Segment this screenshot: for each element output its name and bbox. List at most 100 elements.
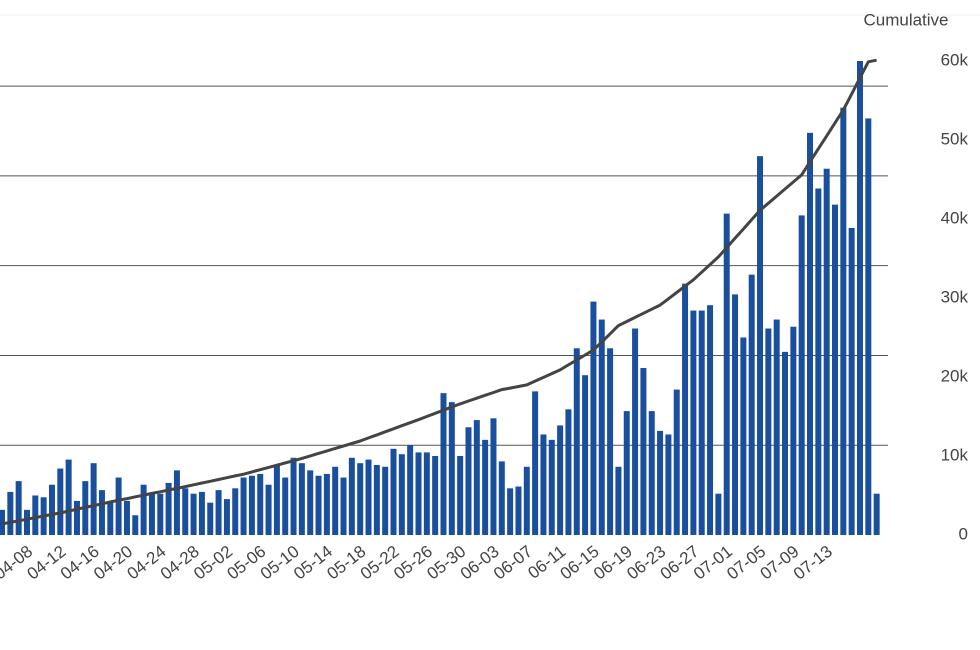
bar <box>215 490 222 535</box>
bar <box>90 463 97 535</box>
bar <box>523 466 530 535</box>
bar <box>432 456 439 535</box>
bar <box>565 409 572 535</box>
bar <box>57 468 64 535</box>
bar <box>398 454 405 535</box>
bar <box>798 215 805 535</box>
bar <box>390 448 397 535</box>
bar <box>190 493 197 535</box>
bar <box>532 391 539 535</box>
bar <box>407 445 414 535</box>
y2-tick-label: 40k <box>941 208 969 227</box>
bar <box>682 283 689 535</box>
bar <box>290 457 297 535</box>
bar <box>73 500 80 535</box>
bar <box>540 434 547 535</box>
bar <box>298 463 305 535</box>
bar <box>698 310 705 535</box>
bar <box>598 319 605 535</box>
bar <box>107 500 114 535</box>
bar <box>723 213 730 535</box>
bar <box>548 439 555 535</box>
bar <box>832 204 838 536</box>
y2-axis-title: Cumulative <box>863 10 948 29</box>
bar <box>440 393 447 535</box>
bar <box>115 477 122 535</box>
bar <box>557 425 564 535</box>
bar <box>757 156 764 535</box>
bar <box>23 509 30 535</box>
bar <box>515 486 522 535</box>
bar <box>732 294 739 535</box>
bar <box>573 348 580 535</box>
bar <box>223 499 230 535</box>
bar <box>848 227 855 535</box>
y2-tick-label: 30k <box>941 287 969 306</box>
bar <box>207 502 214 535</box>
bar <box>790 326 797 535</box>
bar <box>98 490 105 535</box>
bar <box>715 493 722 535</box>
bar <box>348 457 355 535</box>
bar <box>165 482 172 535</box>
bar <box>7 491 14 535</box>
bar <box>840 107 847 535</box>
bar <box>240 477 247 535</box>
bar <box>773 319 780 535</box>
bar <box>640 368 647 535</box>
bar <box>257 473 264 535</box>
bar <box>807 132 814 535</box>
bar <box>282 477 289 535</box>
bar <box>15 481 22 535</box>
bar <box>315 475 322 535</box>
bar <box>623 411 630 535</box>
bar <box>748 274 755 535</box>
x-tick-label: 07-13 <box>790 542 836 584</box>
bar <box>740 337 747 535</box>
bar <box>32 495 39 535</box>
bar <box>582 375 589 535</box>
bar <box>490 418 497 535</box>
bar <box>765 328 772 535</box>
bar <box>823 168 830 535</box>
bar <box>657 430 664 535</box>
bar <box>782 351 789 535</box>
bar <box>590 301 597 535</box>
bar <box>865 118 872 536</box>
bar <box>157 493 164 535</box>
bar <box>382 466 389 535</box>
bar <box>632 328 639 535</box>
bar <box>198 491 205 535</box>
bar <box>856 61 863 535</box>
bar <box>365 459 372 535</box>
bar <box>307 470 314 535</box>
bar <box>340 477 347 535</box>
bar <box>473 420 480 535</box>
y2-tick-label: 10k <box>941 445 969 464</box>
bar <box>173 470 180 535</box>
bar <box>465 427 472 535</box>
bar <box>673 389 680 535</box>
bar <box>457 456 464 535</box>
bar <box>415 452 422 535</box>
bar <box>232 488 239 535</box>
bar <box>423 452 430 535</box>
y2-tick-label: 60k <box>941 50 969 69</box>
bar <box>182 488 189 535</box>
bar <box>665 434 672 535</box>
y2-tick-label: 50k <box>941 129 969 148</box>
bar <box>448 402 455 535</box>
bar <box>690 310 697 535</box>
bar <box>482 439 489 535</box>
bar <box>607 348 614 535</box>
bar <box>357 463 364 535</box>
bar <box>140 484 147 535</box>
bar <box>248 475 255 535</box>
x-tick-label: 06-07 <box>490 542 536 584</box>
bar <box>873 493 880 535</box>
bar <box>498 461 505 535</box>
bar <box>707 305 714 535</box>
bar <box>815 188 822 535</box>
bar <box>648 411 655 535</box>
